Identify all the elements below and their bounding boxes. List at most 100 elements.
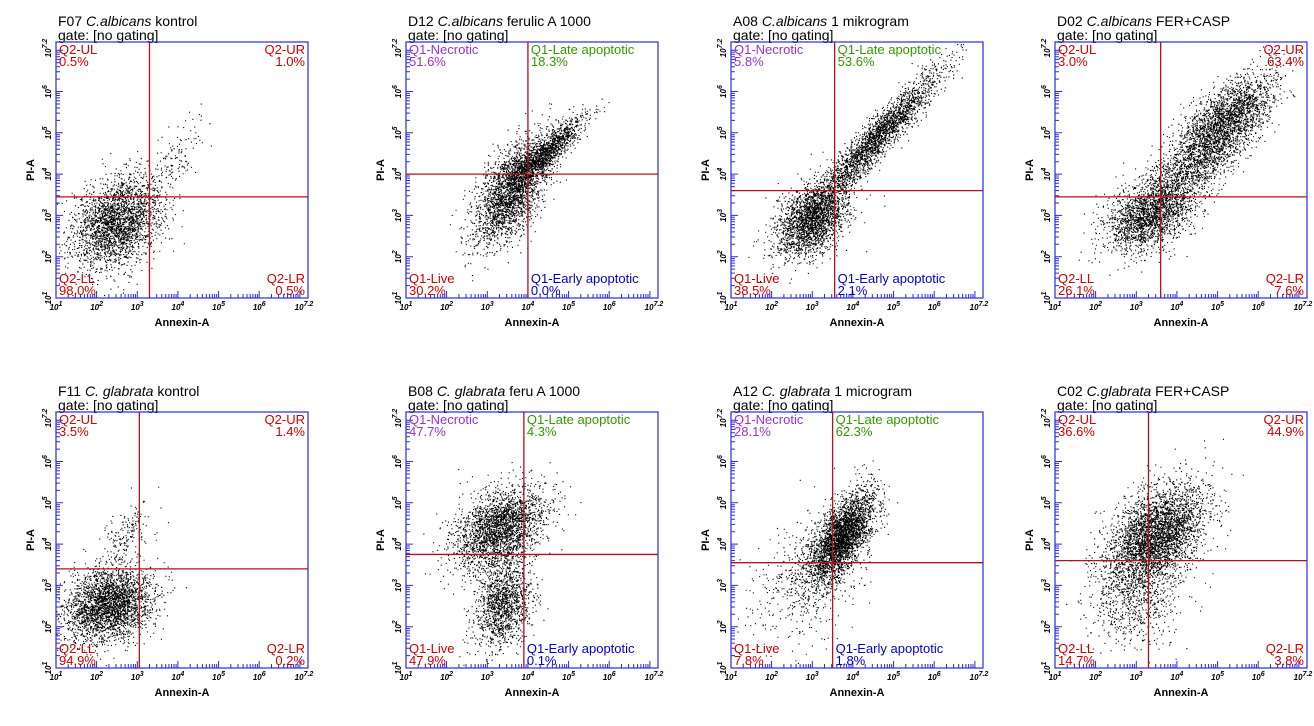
quadrant-label-ur: Q2-UR bbox=[1264, 412, 1304, 427]
quadrant-label-lr: Q2-LR bbox=[1266, 641, 1304, 656]
tick-label: 102 bbox=[765, 301, 778, 312]
tick-label: 106 bbox=[253, 671, 266, 682]
axis-ticks bbox=[1054, 49, 1300, 299]
tick-label: 101 bbox=[400, 301, 413, 312]
tick-label: 104 bbox=[42, 538, 53, 551]
quadrant-label-ul: Q2-UL bbox=[59, 412, 97, 427]
quadrant-percent-ul: 5.8% bbox=[734, 54, 764, 69]
panel-title: B08 C. glabrata feru A 1000 bbox=[408, 383, 581, 399]
tick-label: 101 bbox=[1041, 292, 1052, 305]
quadrant-percent-ll: 98.0% bbox=[59, 283, 96, 298]
tick-label: 105 bbox=[887, 301, 900, 312]
tick-label: 107.2 bbox=[295, 671, 314, 682]
event-dots bbox=[423, 462, 582, 666]
x-axis-label: Annexin-A bbox=[155, 687, 210, 699]
tick-label: 107.2 bbox=[42, 39, 53, 58]
tick-label: 103 bbox=[481, 671, 494, 682]
tick-label: 101 bbox=[42, 662, 53, 675]
quadrant-label-ll: Q2-LL bbox=[1058, 641, 1094, 656]
quadrant-label-ul: Q1-Necrotic bbox=[734, 42, 804, 57]
tick-label: 107.2 bbox=[1041, 39, 1052, 58]
quadrant-percent-lr: 0.1% bbox=[527, 653, 557, 668]
tick-label: 106 bbox=[1252, 671, 1265, 682]
tick-label: 105 bbox=[392, 496, 403, 509]
tick-label: 106 bbox=[392, 455, 403, 468]
quadrant-percent-ll: 38.5% bbox=[734, 283, 771, 298]
tick-label: 103 bbox=[131, 671, 144, 682]
tick-label: 101 bbox=[42, 292, 53, 305]
quadrant-percent-lr: 0.0% bbox=[531, 283, 561, 298]
panel-title: A12 C. glabrata 1 microgram bbox=[733, 383, 912, 399]
tick-label: 104 bbox=[717, 168, 728, 181]
tick-label: 104 bbox=[1041, 168, 1052, 181]
tick-label: 106 bbox=[42, 455, 53, 468]
y-axis-label: PI-A bbox=[1024, 159, 1036, 181]
quadrant-percent-ur: 4.3% bbox=[527, 424, 557, 439]
scatter-panel-c02: C02 C.glabrata FER+CASP gate: [no gating… bbox=[999, 370, 1314, 726]
x-axis-label: Annexin-A bbox=[830, 317, 885, 329]
scatter-panel-a12: A12 C. glabrata 1 microgram gate: [no ga… bbox=[675, 370, 1003, 726]
quadrant-label-ul: Q2-UL bbox=[1058, 42, 1096, 57]
scatter-panel-f07: F07 C.albicans kontrol gate: [no gating]… bbox=[0, 0, 328, 356]
x-axis-label: Annexin-A bbox=[1154, 317, 1209, 329]
y-axis-label: PI-A bbox=[700, 529, 712, 551]
quadrant-label-lr: Q2-LR bbox=[267, 641, 305, 656]
axis-ticks bbox=[730, 49, 976, 299]
plot-frame bbox=[405, 41, 659, 299]
tick-label: 107.2 bbox=[1294, 301, 1313, 312]
quadrant-label-ur: Q1-Late apoptotic bbox=[836, 412, 940, 427]
tick-label: 107.2 bbox=[42, 409, 53, 428]
quadrant-label-lr: Q1-Early apoptotic bbox=[531, 271, 639, 286]
tick-label: 105 bbox=[887, 671, 900, 682]
tick-label: 103 bbox=[131, 301, 144, 312]
quadrant-label-lr: Q1-Early apoptotic bbox=[836, 641, 944, 656]
tick-label: 101 bbox=[50, 301, 63, 312]
tick-label: 102 bbox=[42, 250, 53, 263]
quadrant-percent-ll: 47.9% bbox=[409, 653, 446, 668]
tick-label: 103 bbox=[42, 579, 53, 592]
scatter-panel-a08: A08 C.albicans 1 mikrogram gate: [no gat… bbox=[675, 0, 1003, 356]
quadrant-label-ur: Q2-UR bbox=[265, 412, 305, 427]
tick-label: 102 bbox=[90, 301, 103, 312]
plot-frame bbox=[55, 41, 309, 299]
quadrant-percent-ul: 28.1% bbox=[734, 424, 771, 439]
tick-label: 106 bbox=[42, 85, 53, 98]
tick-label: 101 bbox=[1049, 671, 1062, 682]
tick-label: 107.2 bbox=[392, 39, 403, 58]
tick-label: 106 bbox=[1041, 85, 1052, 98]
quadrant-label-ur: Q2-UR bbox=[1264, 42, 1304, 57]
tick-label: 104 bbox=[847, 671, 860, 682]
tick-label: 102 bbox=[42, 620, 53, 633]
plot-frame bbox=[730, 411, 984, 669]
tick-label: 105 bbox=[212, 301, 225, 312]
tick-label: 103 bbox=[717, 209, 728, 222]
tick-label: 104 bbox=[392, 538, 403, 551]
tick-label: 102 bbox=[717, 620, 728, 633]
tick-label: 107.2 bbox=[295, 301, 314, 312]
quadrant-label-ll: Q1-Live bbox=[734, 641, 780, 656]
quadrant-percent-ll: 14.7% bbox=[1058, 653, 1095, 668]
quadrant-percent-ur: 1.0% bbox=[275, 54, 305, 69]
tick-label: 105 bbox=[392, 126, 403, 139]
quadrant-percent-ul: 0.5% bbox=[59, 54, 89, 69]
tick-label: 105 bbox=[562, 671, 575, 682]
tick-label: 105 bbox=[1041, 126, 1052, 139]
quadrant-percent-ul: 51.6% bbox=[409, 54, 446, 69]
quadrant-label-ul: Q2-UL bbox=[1058, 412, 1096, 427]
tick-label: 102 bbox=[392, 250, 403, 263]
panel-title: D02 C.albicans FER+CASP bbox=[1057, 13, 1231, 29]
event-dots bbox=[56, 103, 212, 299]
gate-label: gate: [no gating] bbox=[408, 27, 509, 43]
x-axis-label: Annexin-A bbox=[505, 317, 560, 329]
tick-label: 107.2 bbox=[645, 671, 664, 682]
tick-label: 103 bbox=[481, 301, 494, 312]
tick-label: 104 bbox=[1041, 538, 1052, 551]
tick-label: 105 bbox=[717, 126, 728, 139]
scatter-plot: 101 102 103 104 105 106 107.2 101 102 103 104 105 10… bbox=[1024, 39, 1313, 329]
quadrant-label-ul: Q2-UL bbox=[59, 42, 97, 57]
gate-label: gate: [no gating] bbox=[58, 397, 159, 413]
tick-label: 104 bbox=[172, 301, 185, 312]
tick-label: 106 bbox=[928, 301, 941, 312]
tick-label: 103 bbox=[806, 301, 819, 312]
